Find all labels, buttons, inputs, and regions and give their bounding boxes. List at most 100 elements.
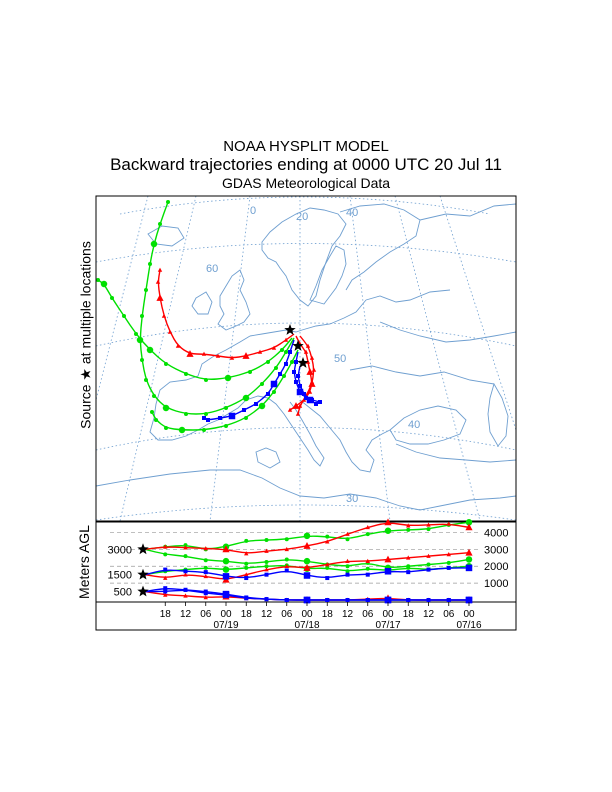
map-trajectory-6-point-9 xyxy=(218,416,222,420)
agl-source-star-1 xyxy=(137,568,149,580)
agl-series-1-point-1 xyxy=(163,552,168,557)
agl-hour-label-2: 06 xyxy=(200,609,212,620)
agl-series-3-point-5 xyxy=(244,551,249,556)
map-trajectory-1-point-18 xyxy=(166,200,170,204)
map-trajectory-1-point-9 xyxy=(152,394,156,398)
agl-left-levels: 3000 1500 500 xyxy=(108,543,149,599)
agl-hour-label-6: 06 xyxy=(281,609,293,620)
map-trajectory-3-point-13 xyxy=(155,279,161,284)
agl-series-3-point-4 xyxy=(222,545,230,553)
agl-series-6-point-16 xyxy=(465,564,473,572)
map-trajectory-4-point-2 xyxy=(303,349,309,354)
map-trajectory-8-point-1 xyxy=(296,374,300,378)
map-trajectory-1-point-7 xyxy=(184,412,188,416)
agl-series-0-point-7 xyxy=(284,537,289,542)
agl-series-3-point-9 xyxy=(325,539,330,544)
source-star-1 xyxy=(292,340,304,351)
map-trajectory-2-point-9 xyxy=(164,426,168,430)
map-trajectory-6-point-2 xyxy=(284,362,288,366)
agl-series-8-point-16 xyxy=(465,596,473,604)
agl-series-6-point-5 xyxy=(244,576,249,581)
agl-series-3-point-2 xyxy=(183,545,188,550)
agl-series-1-point-2 xyxy=(183,554,188,559)
map-trajectory-2-point-1 xyxy=(290,360,294,364)
map-trajectory-0-point-7 xyxy=(164,362,168,366)
agl-series-8-point-11 xyxy=(365,598,370,602)
agl-series-4-point-2 xyxy=(183,572,188,577)
agl-series-1-point-5 xyxy=(244,561,249,566)
graticule xyxy=(96,196,516,521)
map-trajectory-5 xyxy=(297,335,315,415)
agl-series-6-point-14 xyxy=(426,567,431,572)
map-trajectory-5-point-7 xyxy=(295,411,301,416)
agl-series-4-point-11 xyxy=(365,558,370,563)
agl-hour-label-0: 18 xyxy=(160,609,172,620)
agl-right-tick-2: 2000 xyxy=(484,561,508,573)
agl-series-0-point-12 xyxy=(384,527,392,535)
source-star-2 xyxy=(297,357,309,368)
map-trajectory-0-point-8 xyxy=(146,346,154,354)
map-trajectory-1-point-14 xyxy=(144,288,148,292)
map-trajectory-1-point-3 xyxy=(260,382,264,386)
map-trajectory-7-point-4 xyxy=(296,388,304,396)
map-trajectory-2 xyxy=(151,349,299,431)
agl-series-5-point-2 xyxy=(183,593,188,598)
agl-series-6-point-6 xyxy=(264,572,269,577)
agl-right-tick-3: 1000 xyxy=(484,578,508,590)
map-trajectory-7-point-2 xyxy=(292,370,296,374)
lat-label-40: 40 xyxy=(408,419,420,431)
map-trajectory-0-point-13 xyxy=(96,278,100,282)
map-trajectory-3-point-10 xyxy=(167,329,173,334)
agl-series-3-point-11 xyxy=(365,524,370,530)
agl-series-1-point-4 xyxy=(222,557,230,565)
map-trajectory-0-point-4 xyxy=(224,374,232,382)
map-trajectory-2-point-6 xyxy=(224,424,228,428)
lat-label-50: 50 xyxy=(334,353,346,365)
agl-source-star-0 xyxy=(137,543,149,555)
agl-series-0-point-16 xyxy=(465,519,473,526)
map-trajectory-8-point-3 xyxy=(302,392,306,396)
map-trajectory-6-point-5 xyxy=(266,392,270,396)
agl-series-6-point-3 xyxy=(203,570,208,575)
map-trajectory-2-point-2 xyxy=(282,374,286,378)
agl-series-4-point-7 xyxy=(284,563,289,569)
map-trajectory-1-point-5 xyxy=(224,406,228,410)
agl-series-0-point-13 xyxy=(406,527,411,532)
map-trajectory-1-point-17 xyxy=(158,222,162,226)
map-trajectory-2-point-7 xyxy=(202,428,206,432)
map-trajectory-3-point-9 xyxy=(175,343,181,348)
agl-series-4-point-3 xyxy=(203,573,208,579)
agl-series-8-point-2 xyxy=(183,587,188,592)
map-trajectory-2-point-8 xyxy=(178,426,186,434)
map-trajectory-4-point-6 xyxy=(307,389,313,394)
agl-hour-label-15: 00 xyxy=(463,609,475,620)
map-trajectory-3-point-1 xyxy=(283,337,289,342)
lon-label-0: 0 xyxy=(250,205,256,217)
map-trajectory-1-point-10 xyxy=(144,378,148,382)
map-trajectory-3-point-5 xyxy=(229,355,235,360)
map-trajectory-6-point-3 xyxy=(278,372,282,376)
agl-series-0-point-2 xyxy=(183,543,188,548)
agl-series-2-point-3 xyxy=(203,565,208,570)
agl-series-3-point-12 xyxy=(384,518,392,526)
lat-label-60: 60 xyxy=(206,263,218,275)
map-trajectory-3-point-2 xyxy=(271,345,277,350)
agl-series-1-point-7 xyxy=(284,557,289,562)
agl-series-1-point-10 xyxy=(345,564,350,569)
map-trajectory-7-point-1 xyxy=(294,360,298,364)
source-star-0 xyxy=(284,324,296,335)
map-trajectory-0-point-11 xyxy=(110,296,114,300)
agl-hour-label-12: 18 xyxy=(403,609,415,620)
map-trajectory-4-point-4 xyxy=(306,368,314,375)
map-trajectory-6-point-8 xyxy=(228,412,236,420)
agl-series-1-point-3 xyxy=(203,558,208,563)
map-trajectory-3-point-7 xyxy=(201,351,207,356)
agl-series-8-point-12 xyxy=(384,596,392,604)
agl-series-5-point-1 xyxy=(163,592,168,597)
agl-series-3-point-6 xyxy=(264,548,269,553)
agl-series-0-point-6 xyxy=(264,538,269,543)
map-trajectory-4-point-9 xyxy=(287,407,293,412)
map-trajectory-4-point-3 xyxy=(305,359,311,364)
